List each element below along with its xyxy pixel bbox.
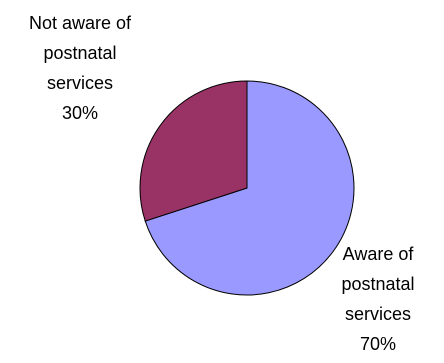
- data-label-aware-percent: 70%: [360, 334, 396, 354]
- pie-slices: [139, 80, 355, 296]
- data-label-not-aware-line-2: postnatal: [43, 43, 116, 63]
- data-label-aware-line-3: services: [345, 304, 411, 324]
- data-label-not-aware-line-1: Not aware of: [29, 13, 132, 33]
- pie-slice-aware: [144, 80, 355, 296]
- data-label-not-aware-line-3: services: [47, 73, 113, 93]
- data-label-not-aware: Not aware of postnatal services 30%: [29, 13, 132, 123]
- data-label-aware: Aware of postnatal services 70%: [341, 244, 414, 354]
- data-label-aware-line-2: postnatal: [341, 274, 414, 294]
- pie-slice-not-aware: [139, 80, 248, 222]
- data-label-aware-line-1: Aware of: [343, 244, 415, 264]
- data-label-not-aware-percent: 30%: [62, 103, 98, 123]
